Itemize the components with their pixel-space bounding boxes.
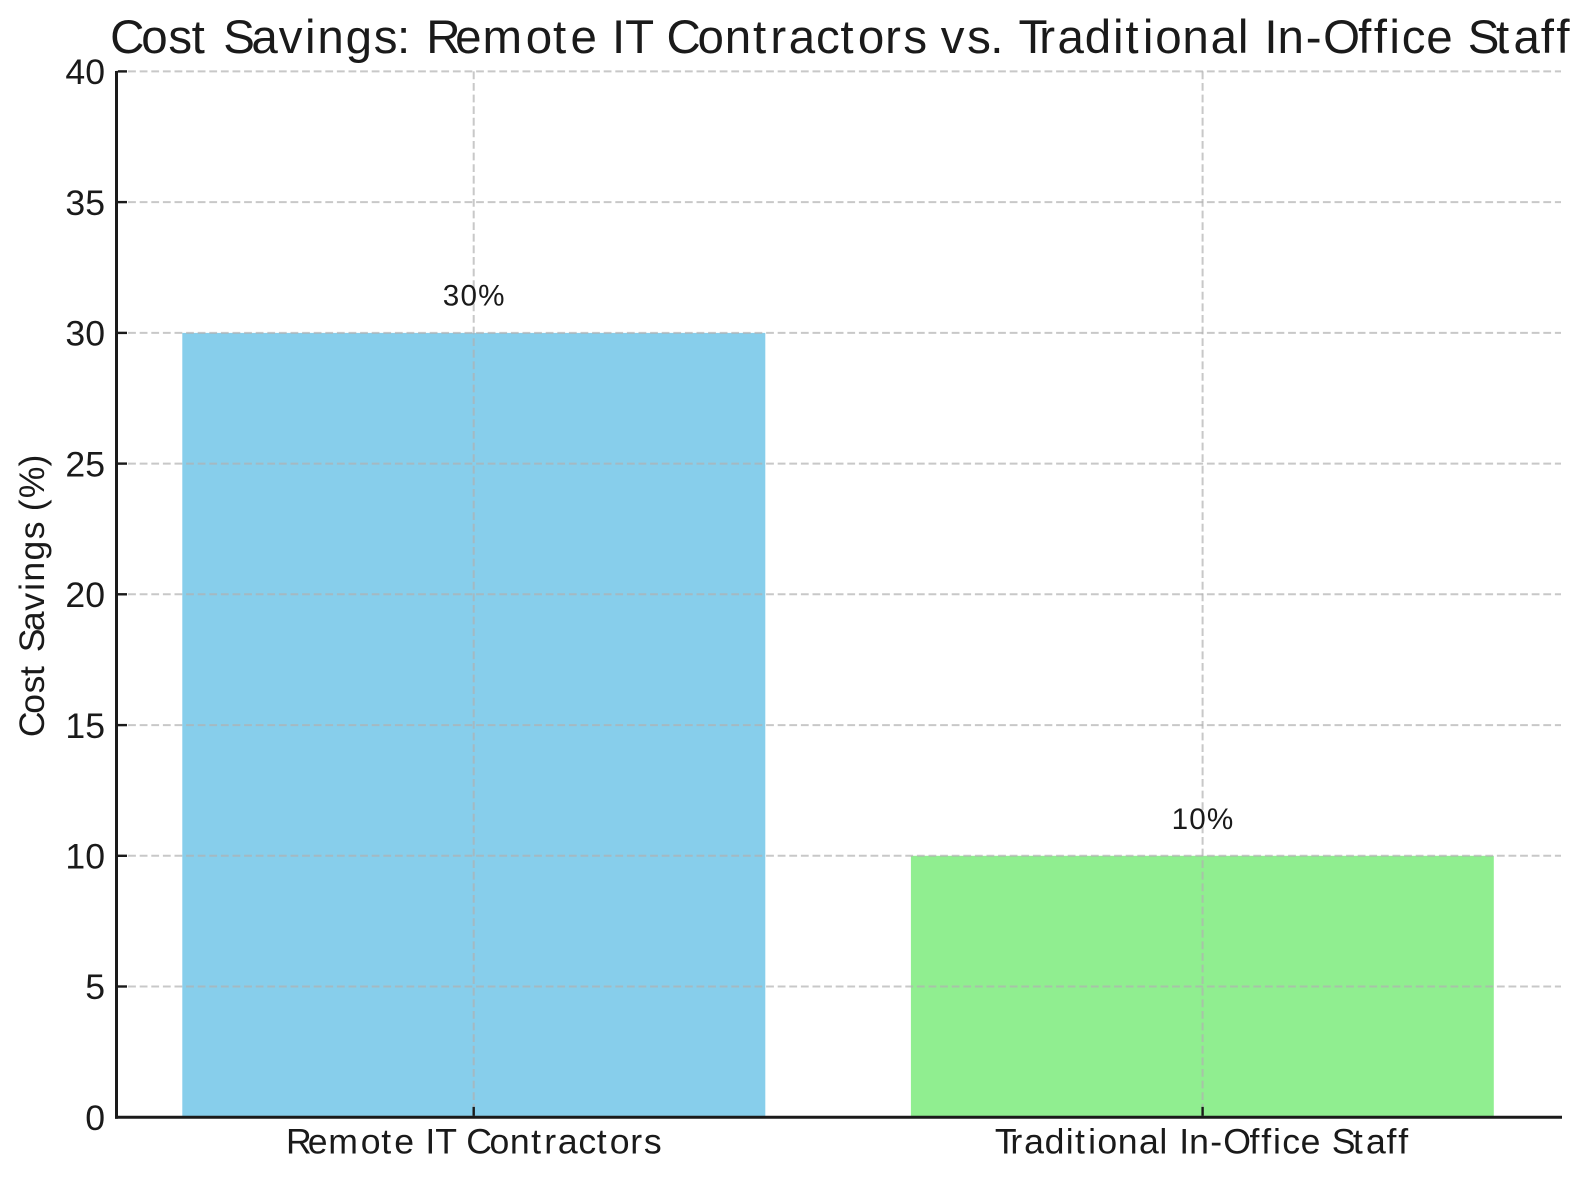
svg-text:25: 25 [65,444,105,484]
svg-text:Cost Savings: Remote IT Contra: Cost Savings: Remote IT Contractors vs. … [110,11,1570,64]
svg-text:5: 5 [85,967,105,1007]
svg-text:30%: 30% [443,279,505,312]
svg-text:10: 10 [65,837,105,877]
svg-text:20: 20 [65,575,105,615]
svg-text:Cost Savings (%): Cost Savings (%) [12,455,52,737]
svg-text:Traditional In-Office Staff: Traditional In-Office Staff [995,1121,1408,1161]
svg-text:30: 30 [65,314,105,354]
svg-text:0: 0 [85,1098,105,1138]
svg-text:35: 35 [65,183,105,223]
svg-text:10%: 10% [1172,803,1234,836]
svg-text:15: 15 [65,706,105,746]
svg-text:40: 40 [65,52,105,92]
svg-text:Remote IT Contractors: Remote IT Contractors [286,1121,662,1161]
